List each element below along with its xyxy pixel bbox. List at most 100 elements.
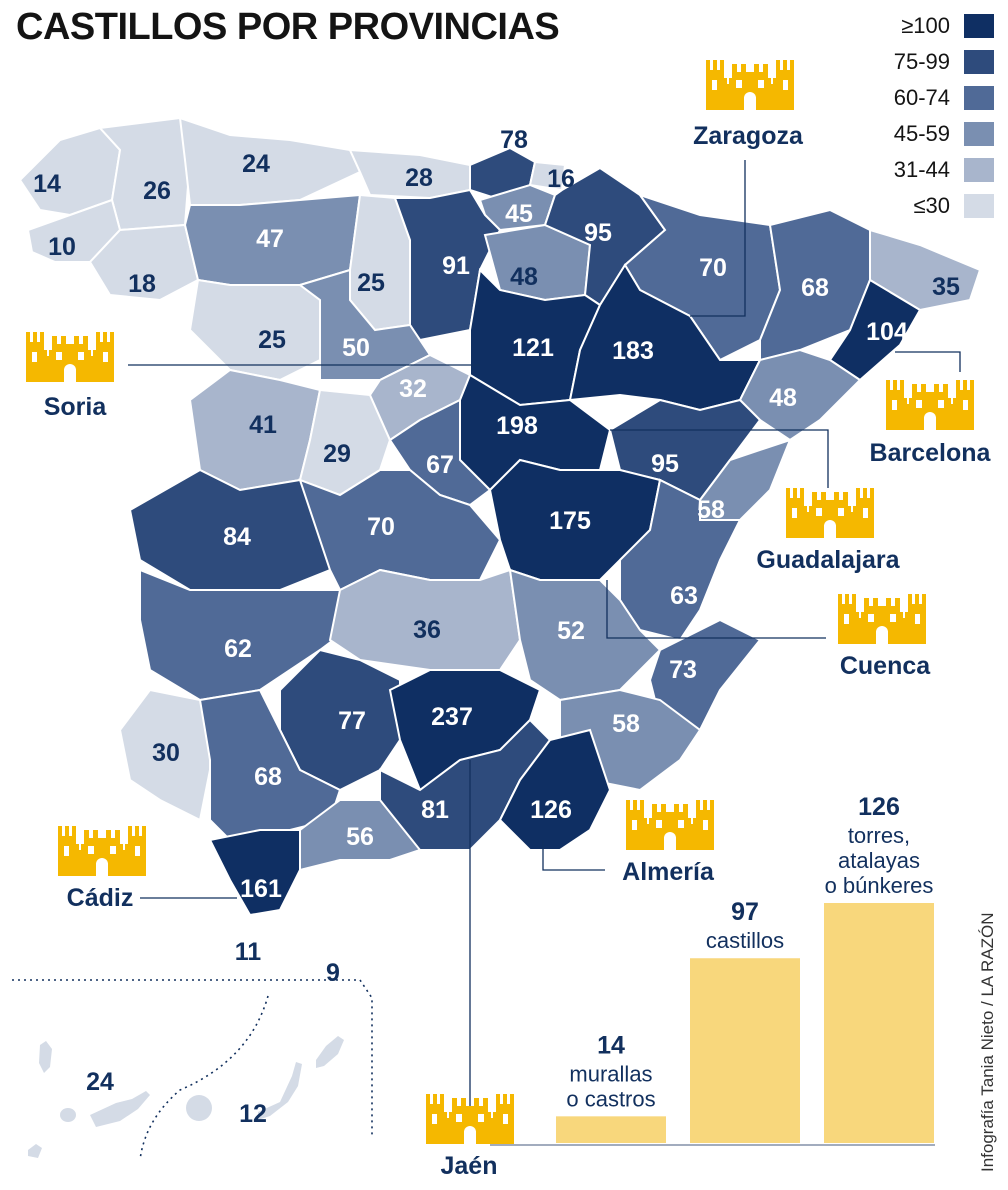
callout-soria: Soria [44, 393, 108, 421]
legend-row: 60-74 [844, 80, 994, 116]
jaen-bar-value: 126 [858, 793, 900, 821]
legend-swatch [964, 86, 994, 110]
castle-icon [26, 332, 114, 382]
province-value-castellon: 58 [697, 496, 725, 524]
province-value-burgos: 91 [442, 252, 470, 280]
legend-row: ≤30 [844, 188, 994, 224]
legend-swatch [964, 14, 994, 38]
province-value-cuenca: 175 [549, 507, 591, 535]
province-value-jaen: 237 [431, 703, 473, 731]
callout-guadalajara: Guadalajara [756, 546, 900, 574]
province-value-soria: 121 [512, 334, 554, 362]
province-value-alava: 45 [505, 200, 533, 228]
province-asturias [178, 116, 362, 206]
callout-cuenca: Cuenca [840, 652, 931, 680]
island-la-palma [39, 1041, 52, 1073]
legend-row: 31-44 [844, 152, 994, 188]
legend-label: 60-74 [893, 85, 950, 110]
callout-lines [128, 160, 961, 1146]
island-gran-canaria [186, 1095, 212, 1121]
jaen-bar-value: 97 [731, 898, 759, 926]
province-value-alicante: 73 [669, 656, 697, 684]
province-value-avila: 29 [323, 440, 351, 468]
island-lanzarote [316, 1036, 344, 1068]
province-value-navarra: 95 [584, 219, 612, 247]
province-value-teruel: 95 [651, 450, 679, 478]
canary-inset-border [12, 979, 373, 1135]
color-legend: ≥100 75-99 60-74 45-59 31-44 ≤30 [844, 8, 994, 224]
province-value-zaragoza: 183 [612, 337, 654, 365]
province-value-albacete: 52 [557, 617, 585, 645]
jaen-bar-label: castillos [706, 928, 784, 953]
province-value-huesca: 70 [699, 254, 727, 282]
legend-label: 31-44 [893, 157, 950, 182]
province-value-pontevedra: 10 [48, 233, 76, 261]
province-value-guadalajara: 198 [496, 412, 538, 440]
legend-swatch [964, 50, 994, 74]
province-value-segovia: 32 [399, 375, 427, 403]
castle-icon [786, 488, 874, 538]
castle-icon [706, 60, 794, 110]
province-value-almeria: 126 [530, 796, 572, 824]
zaragoza-leader [690, 160, 746, 317]
province-value-granada: 81 [421, 796, 449, 824]
legend-label: ≤30 [913, 193, 950, 218]
province-value-vizcaya: 78 [500, 126, 528, 154]
province-value-barcelona: 104 [866, 318, 908, 346]
province-value-huelva: 30 [152, 739, 180, 767]
jaen-bar [556, 1116, 666, 1143]
province-value-melilla: 9 [326, 959, 340, 987]
castle-icon [626, 800, 714, 850]
legend-swatch [964, 194, 994, 218]
jaen-bar-label: murallas [569, 1061, 652, 1086]
callout-cadiz: Cádiz [67, 884, 134, 912]
jaen-bar [690, 958, 800, 1143]
castle-icon [58, 826, 146, 876]
barcelona-leader [895, 351, 961, 372]
province-valencia [619, 478, 742, 642]
province-value-caceres: 84 [223, 523, 251, 551]
province-shapes [18, 116, 982, 917]
callout-zaragoza: Zaragoza [693, 122, 804, 150]
island-gomera [60, 1108, 76, 1122]
province-value-guipuzcoa: 16 [547, 165, 575, 193]
callout-almeria: Almería [622, 858, 715, 886]
legend-swatch [964, 122, 994, 146]
province-value-valladolid: 50 [342, 334, 370, 362]
province-cadiz [208, 829, 301, 917]
jaen-bar-label: torres, [848, 823, 910, 848]
province-value-cantabria: 28 [405, 164, 433, 192]
legend-swatch [964, 158, 994, 182]
legend-row: 45-59 [844, 116, 994, 152]
legend-label: ≥100 [901, 13, 950, 38]
callout-barcelona: Barcelona [870, 439, 992, 467]
legend-row: ≥100 [844, 8, 994, 44]
island-fuerteventura [258, 1062, 302, 1120]
province-valladolid [297, 268, 432, 381]
province-value-cordoba: 77 [338, 707, 366, 735]
canary-islands [28, 1036, 344, 1158]
legend-label: 45-59 [893, 121, 950, 146]
almeria-leader [542, 840, 605, 871]
island-el-hierro [28, 1144, 42, 1158]
castle-icon [838, 594, 926, 644]
province-value-las-palmas: 12 [239, 1100, 267, 1128]
province-value-santa-cruz-de-tenerife: 24 [86, 1068, 114, 1096]
cuenca-leader [606, 580, 826, 639]
island-tenerife [90, 1091, 150, 1127]
jaen-bar-label: o castros [566, 1086, 655, 1111]
jaen-bar-label: o búnkeres [825, 873, 934, 898]
province-value-badajoz: 62 [224, 635, 252, 663]
province-value-lleida: 68 [801, 274, 829, 302]
jaen-bar-value: 14 [597, 1031, 625, 1059]
province-value-ciudad-real: 36 [413, 616, 441, 644]
province-value-leon: 47 [256, 225, 284, 253]
province-malaga [299, 799, 422, 872]
guadalajara-leader [610, 429, 829, 488]
province-value-ceuta: 11 [235, 938, 262, 966]
province-value-labels: 14 26 24 28 78 16 45 10 18 47 25 91 48 95 70 68 35 104 25 5… [33, 126, 960, 1128]
province-value-malaga: 56 [346, 823, 374, 851]
